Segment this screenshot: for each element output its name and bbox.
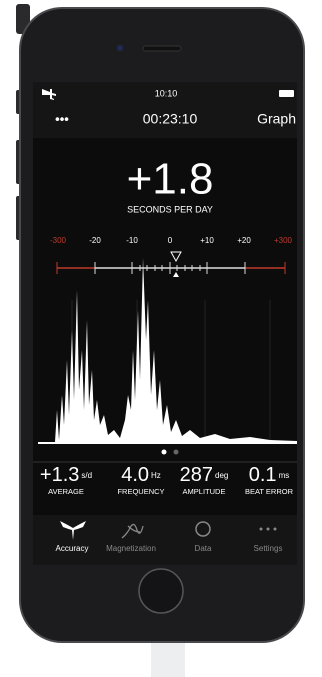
menu-button[interactable]: ••• <box>55 111 69 126</box>
tab-label[interactable]: Accuracy <box>56 544 89 553</box>
stat-label: AMPLITUDE <box>183 487 226 496</box>
camera <box>117 45 123 51</box>
stat-label: FREQUENCY <box>117 487 164 496</box>
scale-label: +300 <box>274 236 293 245</box>
stat-number: 287 <box>180 464 213 486</box>
tab-label[interactable]: Data <box>195 544 212 553</box>
rate-unit: SECONDS PER DAY <box>127 204 213 214</box>
status-time: 10:10 <box>155 88 178 98</box>
graph-button[interactable]: Graph <box>257 111 296 127</box>
stat-number: +1.3 <box>40 464 79 486</box>
page: {"status_bar": {"time": "10:10"}, "heade… <box>0 0 322 677</box>
page-dot[interactable] <box>162 450 167 455</box>
scale-label: 0 <box>168 236 173 245</box>
scale-label: -300 <box>50 236 67 245</box>
tab-label[interactable]: Magnetization <box>106 544 156 553</box>
battery-icon <box>279 90 294 97</box>
page-dot[interactable] <box>174 450 179 455</box>
screenshot: 10:10 ••• 00:23:10 Graph +1.8 SECONDS PE… <box>0 0 322 677</box>
home-button[interactable] <box>139 569 183 613</box>
stat-unit: ms <box>279 471 290 480</box>
tab-bar <box>33 515 297 565</box>
elapsed-time: 00:23:10 <box>143 111 198 127</box>
stat-label: BEAT ERROR <box>245 487 294 496</box>
scale-label: +20 <box>237 236 251 245</box>
scale-label: -10 <box>126 236 138 245</box>
scale-label: +10 <box>200 236 214 245</box>
tab-label[interactable]: Settings <box>254 544 283 553</box>
stat-unit: s/d <box>81 471 92 480</box>
stat-number: 4.0 <box>121 464 149 486</box>
rate-value: +1.8 <box>127 155 214 204</box>
settings-icon[interactable] <box>260 528 277 531</box>
stat-unit: deg <box>215 471 228 480</box>
stat-label: AVERAGE <box>48 487 84 496</box>
speaker <box>143 46 181 51</box>
scale-label: -20 <box>89 236 101 245</box>
stat-unit: Hz <box>151 471 161 480</box>
stat-number: 0.1 <box>249 464 277 486</box>
